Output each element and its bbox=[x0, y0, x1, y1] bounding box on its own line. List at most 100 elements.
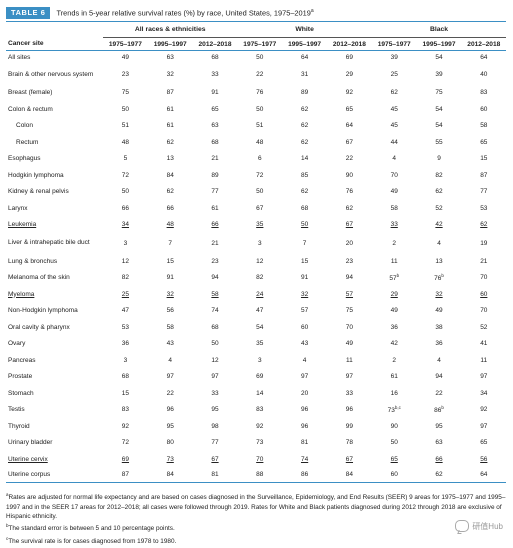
footnote-mark: b bbox=[6, 523, 9, 529]
rate-cell: 62 bbox=[416, 467, 462, 483]
cancer-site-cell: Myeloma bbox=[6, 286, 103, 303]
rate-value: 65 bbox=[345, 105, 354, 113]
rate-cell: 62 bbox=[461, 217, 506, 234]
rate-value: 11 bbox=[390, 257, 398, 265]
rate-value: 5 bbox=[123, 155, 128, 163]
cancer-site-cell: Uterine cervix bbox=[6, 451, 103, 468]
rate-value: 47 bbox=[121, 307, 130, 315]
rate-value: 57 bbox=[389, 275, 397, 283]
rate-cell: 65 bbox=[461, 134, 506, 151]
rate-cell: 96 bbox=[148, 402, 193, 419]
rate-value: 60 bbox=[480, 290, 488, 298]
rate-value: 62 bbox=[435, 471, 443, 479]
rate-value: 29 bbox=[390, 290, 398, 298]
rate-value: 4 bbox=[392, 155, 397, 163]
rate-value: 12 bbox=[256, 257, 264, 265]
rate-value: 96 bbox=[300, 422, 309, 430]
rate-value: 2 bbox=[392, 239, 397, 247]
rate-value: 67 bbox=[256, 204, 264, 212]
column-header-period: 2012–2018 bbox=[326, 37, 372, 51]
rate-cell: 83 bbox=[237, 402, 282, 419]
rate-cell: 94 bbox=[417, 369, 462, 386]
cancer-site-cell: Uterine corpus bbox=[6, 467, 103, 483]
cancer-site-cell: Pancreas bbox=[6, 352, 103, 369]
rate-cell: 13 bbox=[417, 253, 462, 270]
rate-value: 65 bbox=[390, 455, 398, 463]
rate-value: 80 bbox=[166, 439, 174, 447]
rate-cell: 68 bbox=[193, 319, 238, 336]
rate-value: 69 bbox=[256, 373, 264, 381]
rate-cell: 36 bbox=[417, 336, 462, 353]
rate-value: 23 bbox=[211, 257, 219, 265]
footnote-mark: c bbox=[6, 535, 9, 541]
rate-cell: 50 bbox=[103, 184, 148, 201]
rate-cell: 81 bbox=[282, 435, 327, 452]
rate-cell: 66 bbox=[148, 200, 193, 217]
cancer-site-cell: All sites bbox=[6, 51, 103, 65]
rate-value: 21 bbox=[211, 239, 219, 247]
rate-cell: 94 bbox=[327, 270, 372, 287]
rate-value: 21 bbox=[480, 257, 488, 265]
rate-value: 62 bbox=[300, 188, 309, 196]
cancer-site-cell: Colon bbox=[6, 118, 103, 135]
rate-value: 77 bbox=[480, 188, 488, 196]
rate-cell: 20 bbox=[282, 385, 327, 402]
rate-cell: 73 bbox=[237, 435, 282, 452]
rate-value: 82 bbox=[256, 274, 264, 282]
rate-cell: 36 bbox=[103, 336, 148, 353]
rate-cell: 45 bbox=[372, 101, 417, 118]
rate-value: 87 bbox=[480, 171, 488, 179]
cancer-site-cell: Liver & intrahepatic bile duct bbox=[6, 233, 103, 253]
rate-value: 32 bbox=[166, 290, 174, 298]
rate-cell: 49 bbox=[327, 336, 372, 353]
rate-cell: 49 bbox=[417, 303, 462, 320]
rate-cell: 12 bbox=[193, 352, 238, 369]
rate-cell: 75 bbox=[103, 85, 148, 102]
rate-value: 70 bbox=[256, 455, 264, 463]
rate-value: 83 bbox=[256, 406, 264, 414]
rate-value: 97 bbox=[345, 373, 354, 381]
rate-cell: 62 bbox=[327, 200, 372, 217]
rate-value: 41 bbox=[480, 340, 488, 348]
rate-value: 97 bbox=[300, 373, 309, 381]
cancer-site-cell: Esophagus bbox=[6, 151, 103, 168]
table-row: Brain & other nervous system 23 32 33 22 31 29… bbox=[6, 65, 506, 85]
rate-value: 4 bbox=[302, 356, 307, 364]
rate-cell: 76 bbox=[237, 85, 282, 102]
rate-cell: 63 bbox=[417, 435, 462, 452]
rate-value: 36 bbox=[435, 340, 443, 348]
rate-value: 83 bbox=[121, 406, 130, 414]
cancer-site-cell: Colon & rectum bbox=[6, 101, 103, 118]
rate-cell: 11 bbox=[461, 352, 506, 369]
table-row: Breast (female) 75 87 91 76 89 92 62 75 83 bbox=[6, 85, 506, 102]
rate-cell: 63 bbox=[193, 118, 238, 135]
rate-cell: 65 bbox=[461, 435, 506, 452]
table-row: Liver & intrahepatic bile duct 3 7 21 3 7 20 2 4… bbox=[6, 233, 506, 253]
rate-value: 64 bbox=[345, 122, 354, 130]
rate-cell: 62 bbox=[282, 101, 327, 118]
cancer-site-label: Breast (female) bbox=[8, 89, 53, 96]
rate-cell: 57 bbox=[282, 303, 327, 320]
rate-value: 96 bbox=[345, 406, 354, 414]
rate-cell: 76 bbox=[327, 184, 372, 201]
rate-value: 68 bbox=[211, 138, 219, 146]
rate-cell: 69 bbox=[237, 369, 282, 386]
rate-value: 92 bbox=[345, 89, 354, 97]
rate-value: 74 bbox=[211, 307, 219, 315]
rate-cell: 66 bbox=[417, 451, 462, 468]
rate-value: 13 bbox=[166, 155, 174, 163]
rate-cell: 23 bbox=[327, 253, 372, 270]
rate-cell: 75 bbox=[327, 303, 372, 320]
table-row: Uterine cervix 69 73 67 70 74 67 65 66 56 bbox=[6, 451, 506, 468]
group-header-all: All races & ethnicities bbox=[103, 21, 238, 38]
rate-value: 54 bbox=[435, 54, 443, 62]
rate-value: 3 bbox=[257, 356, 262, 364]
rate-value: 35 bbox=[256, 221, 264, 229]
cancer-site-label: Lung & bronchus bbox=[8, 257, 58, 265]
table-title: TABLE 6 Trends in 5-year relative surviva… bbox=[6, 4, 506, 20]
rate-value: 62 bbox=[345, 204, 354, 212]
rate-cell: 95 bbox=[417, 418, 462, 435]
rate-value: 45 bbox=[390, 122, 398, 130]
rate-value: 89 bbox=[300, 89, 309, 97]
rate-value: 62 bbox=[166, 138, 174, 146]
